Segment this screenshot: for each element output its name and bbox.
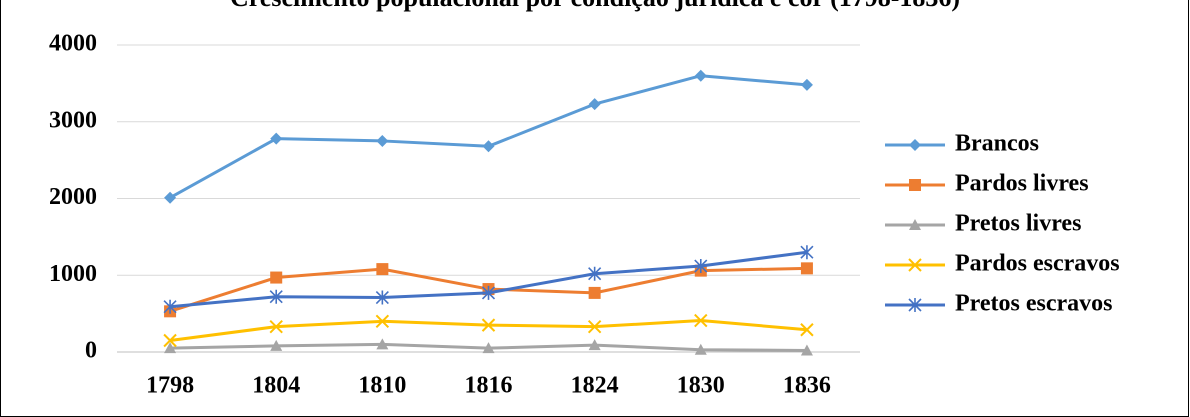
data-point <box>588 98 601 111</box>
x-tick-label: 1810 <box>358 373 406 399</box>
x-tick-label: 1816 <box>465 373 513 399</box>
data-point <box>800 78 813 91</box>
y-tick-label: 3000 <box>49 107 97 133</box>
data-point <box>164 342 177 354</box>
data-point <box>269 289 283 304</box>
data-point <box>694 259 708 274</box>
legend-marker <box>909 139 921 151</box>
data-point <box>375 290 389 305</box>
legend-marker <box>908 258 922 272</box>
data-point <box>481 318 496 332</box>
data-point <box>587 319 602 334</box>
data-point <box>270 339 283 351</box>
data-point <box>163 333 177 348</box>
legend-label: Pardos livres <box>955 171 1089 197</box>
x-tick-label: 1830 <box>677 373 725 399</box>
x-tick-label: 1836 <box>783 373 831 399</box>
data-point <box>376 263 389 276</box>
chart-title: Crescimento populacional por condição ju… <box>230 0 960 12</box>
data-point <box>800 323 814 337</box>
data-point <box>800 245 814 260</box>
y-tick-label: 0 <box>85 338 97 364</box>
x-tick-label: 1798 <box>146 373 194 399</box>
y-tick-label: 2000 <box>49 184 97 210</box>
legend-label: Pretos escravos <box>955 291 1113 317</box>
data-point <box>482 140 495 153</box>
data-point <box>270 132 283 145</box>
legend-label: Pardos escravos <box>955 251 1120 277</box>
data-point <box>163 299 177 314</box>
legend-label: Brancos <box>955 131 1039 157</box>
data-point <box>375 314 390 329</box>
data-point <box>694 313 708 328</box>
legend-label: Pretos livres <box>955 211 1081 237</box>
data-point <box>482 342 495 354</box>
data-point <box>800 344 813 356</box>
data-point <box>270 271 283 284</box>
x-tick-label: 1804 <box>252 373 300 399</box>
data-point <box>481 285 496 300</box>
data-point <box>376 134 389 147</box>
data-point <box>376 338 389 350</box>
legend-marker <box>908 298 922 312</box>
y-tick-label: 4000 <box>49 31 97 57</box>
data-point <box>694 69 707 82</box>
data-point <box>588 266 602 281</box>
legend-marker <box>909 219 921 230</box>
data-point <box>269 319 283 334</box>
data-point <box>588 339 601 351</box>
data-point <box>800 262 813 275</box>
y-tick-label: 1000 <box>49 261 97 287</box>
legend-marker <box>909 179 921 191</box>
data-point <box>694 343 707 355</box>
x-tick-label: 1824 <box>571 373 619 399</box>
data-point <box>588 286 601 299</box>
data-point <box>164 191 177 204</box>
